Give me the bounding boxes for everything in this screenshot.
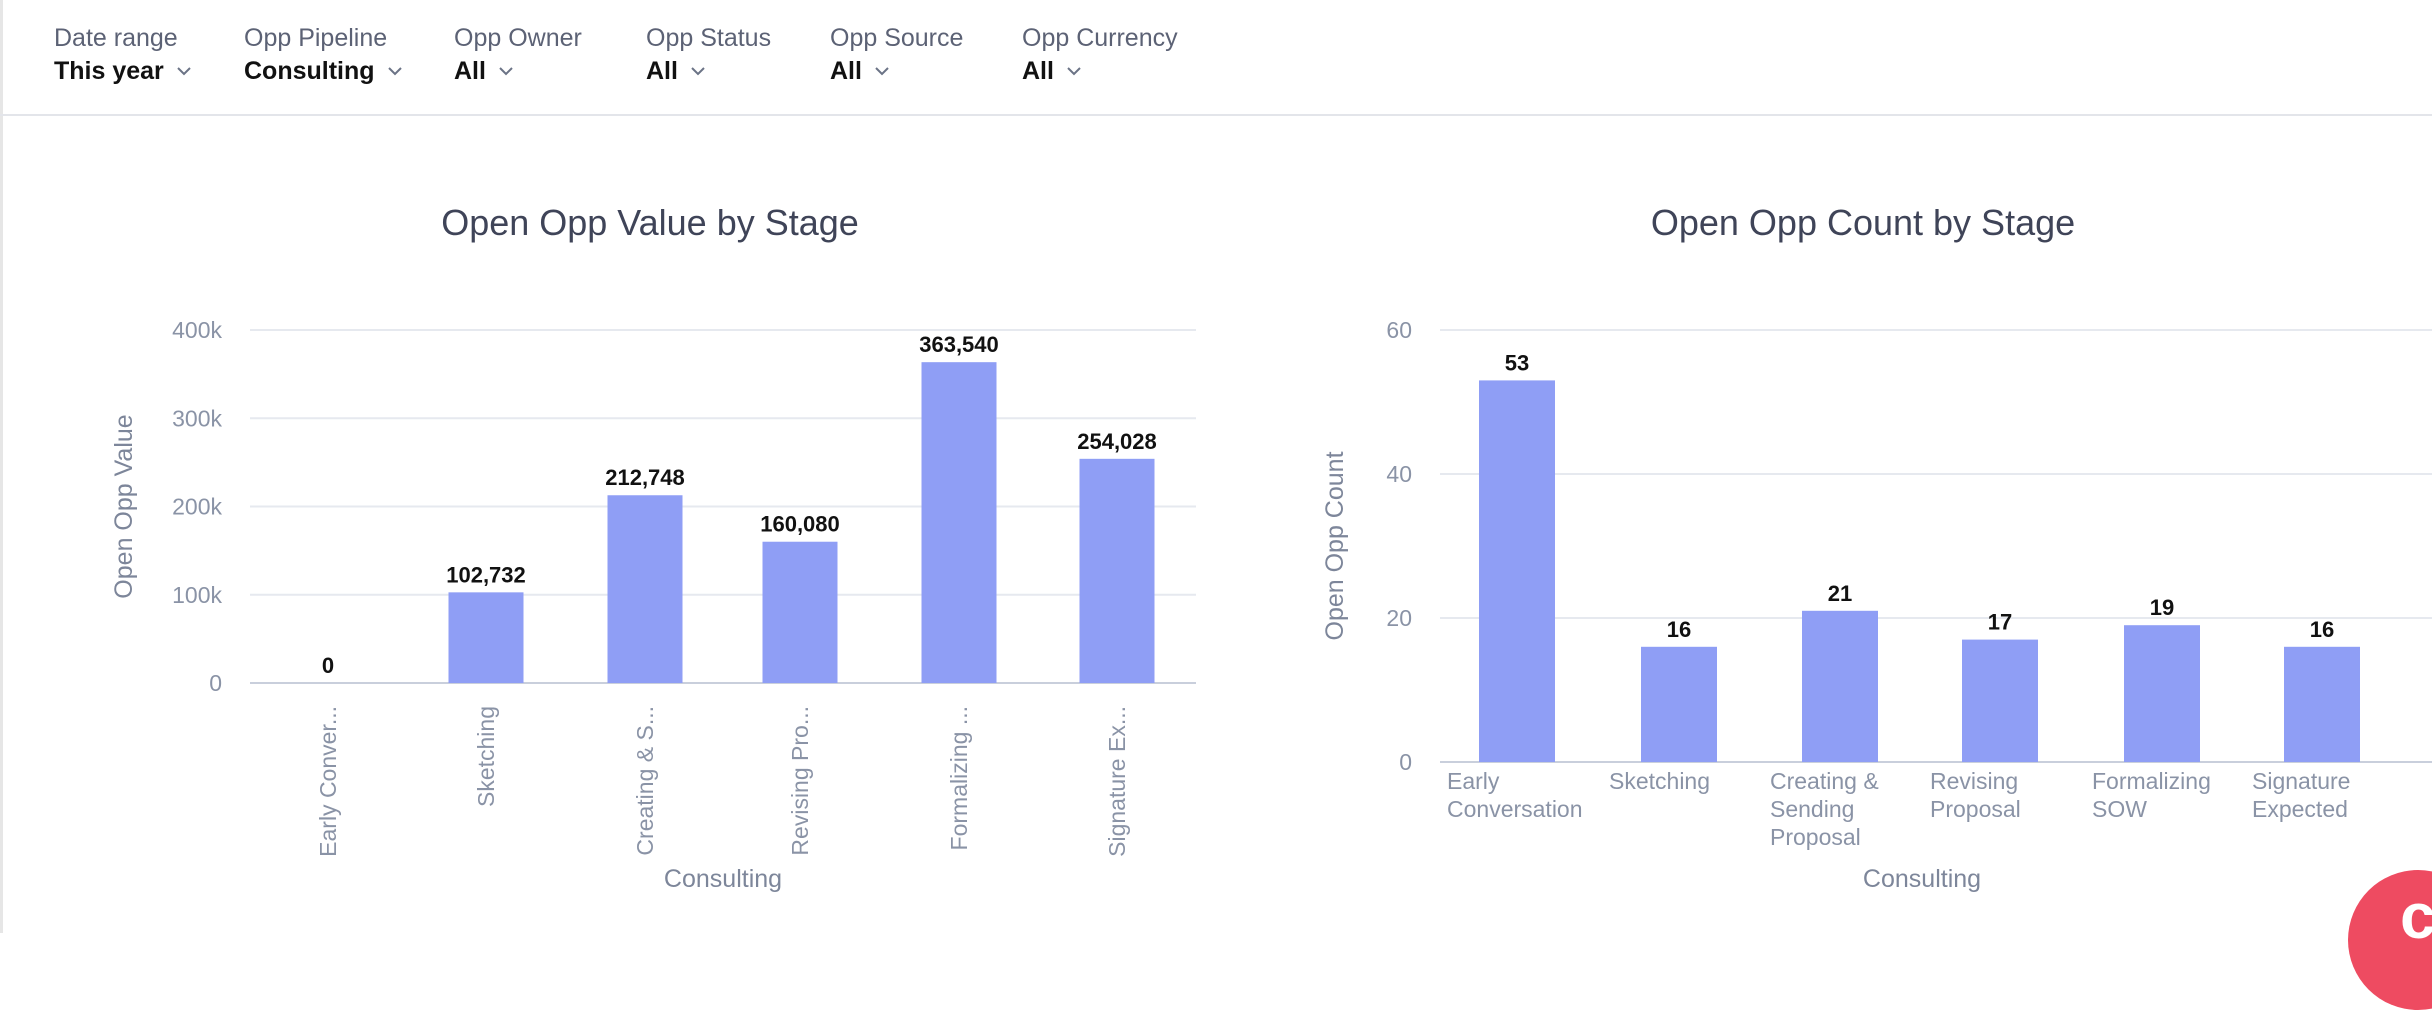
bar-value-label: 53: [1505, 350, 1529, 375]
filter-label: Opp Status: [646, 24, 772, 52]
category-label: Creating & S...: [632, 706, 658, 856]
category-label: Early Conver...: [315, 706, 341, 857]
category-label-line: Sending: [1770, 796, 1854, 822]
category-label-line: SOW: [2092, 796, 2147, 822]
chart-title-count: Open Opp Count by Stage: [1650, 202, 2076, 243]
filter-value: All: [646, 56, 678, 85]
filter-value: All: [1022, 56, 1054, 85]
y-tick-label: 40: [1386, 461, 1412, 487]
chevron-down-icon: [387, 67, 402, 76]
category-label: Formalizing SOW: [2092, 768, 2211, 822]
category-label-line: Conversation: [1447, 796, 1583, 822]
category-label-line: Expected: [2252, 796, 2348, 822]
category-label: Early Conversation: [1447, 768, 1583, 822]
chevron-down-icon: [691, 67, 705, 76]
y-tick-label: 0: [209, 670, 222, 696]
filter-opp-owner[interactable]: Opp Owner All: [454, 22, 582, 88]
filter-opp-currency[interactable]: Opp Currency All: [1022, 22, 1178, 88]
category-label: Signature Expected: [2252, 768, 2350, 822]
bar-value-label: 19: [2150, 595, 2174, 620]
category-label-line: Early: [1447, 768, 1500, 794]
bar: [607, 495, 683, 683]
bar: [1479, 380, 1555, 762]
bar: [1641, 646, 1717, 762]
bar: [1802, 610, 1878, 762]
bar: [2284, 646, 2360, 762]
bar-value-label: 16: [2310, 617, 2334, 642]
y-tick-label: 100k: [172, 582, 222, 608]
filter-opp-source[interactable]: Opp Source All: [830, 22, 963, 88]
bar: [762, 541, 838, 683]
x-axis-title: Consulting: [664, 865, 782, 893]
category-label-line: Proposal: [1770, 824, 1861, 850]
bar: [921, 362, 997, 683]
bar-value-label: 363,540: [919, 332, 999, 357]
bar-value-label: 16: [1667, 617, 1691, 642]
filter-label: Opp Pipeline: [244, 24, 388, 52]
category-label-line: Formalizing: [2092, 768, 2211, 794]
chevron-down-icon: [1067, 67, 1081, 76]
category-label: Revising Proposal: [1930, 768, 2021, 822]
category-label-line: Creating &: [1770, 768, 1879, 794]
filter-bar: Date range This year Opp Pipeline Consul…: [0, 0, 2432, 116]
bar-value-label: 254,028: [1077, 429, 1157, 454]
category-label-line: Revising: [1930, 768, 2018, 794]
category-label-line: Signature: [2252, 768, 2350, 794]
bar-value-label: 17: [1988, 610, 2012, 635]
bar-value-label: 212,748: [605, 465, 685, 490]
bar: [2124, 625, 2200, 762]
category-label: Formalizing ...: [946, 706, 972, 850]
y-axis-title: Open Opp Value: [110, 414, 138, 598]
filter-value: Consulting: [244, 56, 375, 85]
chart-0: 0 100k 200k 300k 400k Open Opp Value 0 102,732 2…: [110, 317, 1196, 893]
filter-date-range[interactable]: Date range This year: [54, 22, 192, 88]
filter-label: Opp Owner: [454, 24, 582, 52]
bar: [448, 592, 524, 683]
y-tick-label: 20: [1386, 605, 1412, 631]
filter-label: Opp Currency: [1022, 24, 1178, 52]
category-label: Sketching: [473, 706, 499, 807]
bar-value-label: 102,732: [446, 562, 526, 587]
category-label: Creating & Sending Proposal: [1770, 768, 1879, 850]
bar-value-label: 160,080: [760, 512, 840, 537]
category-label: Signature Ex...: [1104, 706, 1130, 857]
bar-value-label: 21: [1828, 581, 1852, 606]
filter-label: Opp Source: [830, 24, 964, 52]
filter-label: Date range: [54, 24, 178, 52]
charts-canvas: 0 100k 200k 300k 400k Open Opp Value 0 102,732 2…: [110, 317, 2432, 893]
filter-value: All: [830, 56, 862, 85]
chart-title-value: Open Opp Value by Stage: [441, 202, 859, 243]
bar: [1079, 458, 1155, 683]
bar: [1962, 639, 2038, 762]
y-tick-label: 60: [1386, 317, 1412, 343]
filter-opp-status[interactable]: Opp Status All: [646, 22, 771, 88]
filter-opp-pipeline[interactable]: Opp Pipeline Consulting: [244, 22, 403, 88]
y-tick-label: 400k: [172, 317, 222, 343]
chevron-down-icon: [177, 67, 191, 76]
bar-value-label: 0: [322, 653, 334, 678]
y-axis-title: Open Opp Count: [1321, 451, 1349, 640]
category-label-line: Sketching: [1609, 768, 1710, 794]
filter-value: All: [454, 56, 486, 85]
category-label: Sketching: [1609, 768, 1710, 794]
x-axis-title: Consulting: [1863, 865, 1981, 893]
y-tick-label: 300k: [172, 405, 222, 431]
y-tick-label: 200k: [172, 494, 222, 520]
y-tick-label: 0: [1399, 749, 1412, 775]
chat-launcher-icon: c: [2400, 880, 2432, 952]
category-label-line: Proposal: [1930, 796, 2021, 822]
category-label: Revising Pro...: [787, 706, 813, 856]
page-left-border: [0, 0, 3, 933]
filter-value: This year: [54, 56, 164, 85]
chevron-down-icon: [499, 67, 513, 76]
chevron-down-icon: [875, 67, 889, 76]
